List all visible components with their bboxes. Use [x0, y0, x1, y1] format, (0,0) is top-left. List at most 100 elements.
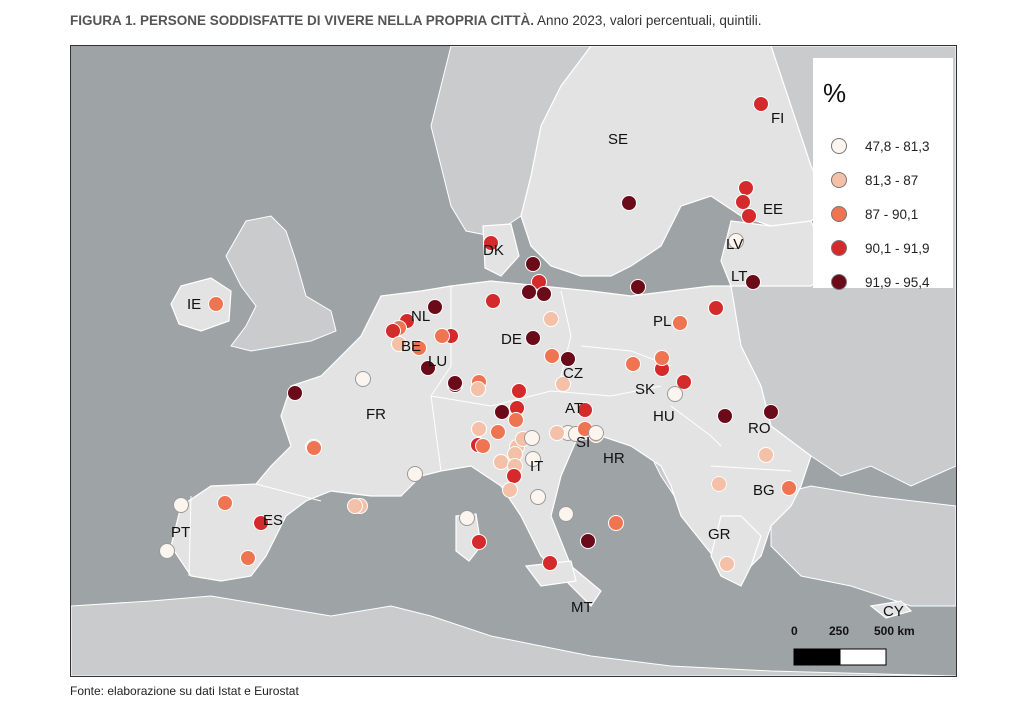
city-marker-hr-80 — [549, 425, 565, 441]
scale-label-250: 250 — [829, 624, 850, 638]
legend-label-3: 87 - 90,1 — [865, 206, 919, 222]
figure-title-bold: FIGURA 1. PERSONE SODDISFATTE DI VIVERE … — [70, 13, 535, 28]
city-marker-ie-12 — [208, 296, 224, 312]
city-marker-it-75 — [525, 451, 541, 467]
city-marker-pt-87 — [306, 440, 322, 456]
country-label-se: SE — [608, 131, 628, 148]
city-marker-de-28 — [511, 383, 527, 399]
city-marker-ro-44 — [763, 404, 779, 420]
country-label-si: SI — [576, 434, 590, 451]
city-marker-it-62 — [493, 454, 509, 470]
city-marker-es-84 — [253, 515, 269, 531]
city-marker-ee-9 — [741, 208, 757, 224]
city-marker-de-29 — [470, 381, 486, 397]
figure-title-rest: Anno 2023, valori percentuali, quintili. — [534, 13, 762, 28]
city-marker-ro-43 — [717, 408, 733, 424]
city-marker-cy-91 — [719, 556, 735, 572]
city-marker-mt-90 — [711, 476, 727, 492]
country-label-gr: GR — [708, 526, 731, 543]
land-ireland — [170, 277, 232, 332]
land-north-africa — [71, 595, 956, 676]
city-marker-it-59 — [508, 412, 524, 428]
country-labels: FI SE EE LV LT DK IE NL BE LU DE PL CZ SK AT HU RO FR SI HR… — [171, 110, 904, 620]
country-label-ee: EE — [763, 201, 783, 218]
city-marker-sk-38 — [654, 350, 670, 366]
legend-swatch-2 — [831, 172, 847, 188]
city-marker-sk-39 — [676, 374, 692, 390]
border-alps — [430, 385, 662, 407]
country-label-de: DE — [501, 331, 522, 348]
city-marker-de-20 — [485, 293, 501, 309]
city-marker-fr-55 — [490, 424, 506, 440]
land-baltics — [720, 220, 832, 287]
city-marker-it-58 — [494, 404, 510, 420]
border-ro-bg — [710, 465, 792, 472]
country-label-cy: CY — [883, 603, 904, 620]
city-marker-bg-45 — [758, 447, 774, 463]
city-marker-fr-53 — [407, 466, 423, 482]
scale-label-0: 0 — [791, 624, 798, 638]
country-label-lv: LV — [726, 236, 743, 253]
scale-bar — [793, 648, 887, 666]
scale-bar-white — [839, 648, 887, 666]
city-marker-se-6 — [525, 256, 541, 272]
country-label-dk: DK — [483, 242, 504, 259]
scale-label-500: 500 km — [874, 624, 915, 638]
city-marker-hu-42 — [667, 386, 683, 402]
city-marker-de-25 — [434, 328, 450, 344]
legend-swatch-3 — [831, 206, 847, 222]
city-marker-es-82 — [588, 425, 604, 441]
country-label-it: IT — [530, 458, 543, 475]
city-marker-it-76 — [471, 534, 487, 550]
city-marker-fr-48 — [355, 371, 371, 387]
city-marker-fi-2 — [738, 180, 754, 196]
city-marker-it-70 — [506, 468, 522, 484]
legend-label-5: 91,9 - 95,4 — [865, 274, 930, 290]
map: FI SE EE LV LT DK IE NL BE LU DE PL CZ SK AT HU RO FR SI HR… — [70, 45, 957, 677]
border-hu-ro — [670, 405, 722, 447]
country-label-lt: LT — [731, 268, 747, 285]
land-cyprus — [869, 600, 913, 619]
country-label-ro: RO — [748, 420, 771, 437]
city-marker-it-73 — [558, 506, 574, 522]
border-es-fr — [255, 483, 322, 502]
border-es-pt — [188, 495, 192, 577]
city-markers — [159, 96, 797, 572]
country-borders — [188, 286, 792, 577]
city-marker-si-78 — [580, 533, 596, 549]
border-fr-de — [430, 286, 452, 472]
city-marker-be-17 — [411, 340, 427, 356]
legend-label-1: 47,8 - 81,3 — [865, 138, 930, 154]
city-marker-dk-8 — [536, 286, 552, 302]
city-marker-es-85 — [347, 498, 363, 514]
city-marker-lu-19 — [420, 360, 436, 376]
country-label-pt: PT — [171, 524, 190, 541]
city-marker-fi-1 — [753, 96, 769, 112]
legend-item-5: 91,9 - 95,4 — [831, 272, 930, 292]
city-marker-bg-47 — [781, 480, 797, 496]
city-marker-de-30 — [544, 348, 560, 364]
country-label-bg: BG — [753, 482, 775, 499]
city-marker-pl-34 — [625, 356, 641, 372]
country-label-hr: HR — [603, 450, 625, 467]
legend-item-4: 90,1 - 91,9 — [831, 238, 930, 258]
country-label-be: BE — [401, 338, 421, 355]
city-marker-fr-49 — [287, 385, 303, 401]
city-marker-se-4 — [621, 195, 637, 211]
city-marker-cz-36 — [560, 351, 576, 367]
city-marker-de-21 — [521, 284, 537, 300]
country-label-sk: SK — [635, 381, 655, 398]
city-marker-fi-3 — [735, 194, 751, 210]
legend-item-1: 47,8 - 81,3 — [831, 136, 930, 156]
city-marker-cz-37 — [555, 376, 571, 392]
legend-swatch-1 — [831, 138, 847, 154]
city-marker-it-77 — [542, 555, 558, 571]
city-marker-lv-10 — [728, 233, 744, 249]
scale-bar-black — [793, 648, 841, 666]
land-uk — [225, 215, 337, 352]
country-label-cz: CZ — [563, 365, 583, 382]
land-turkey — [770, 485, 956, 607]
figure-title: FIGURA 1. PERSONE SODDISFATTE DI VIVERE … — [70, 13, 761, 28]
country-label-fr: FR — [366, 406, 386, 423]
legend-item-3: 87 - 90,1 — [831, 204, 918, 224]
